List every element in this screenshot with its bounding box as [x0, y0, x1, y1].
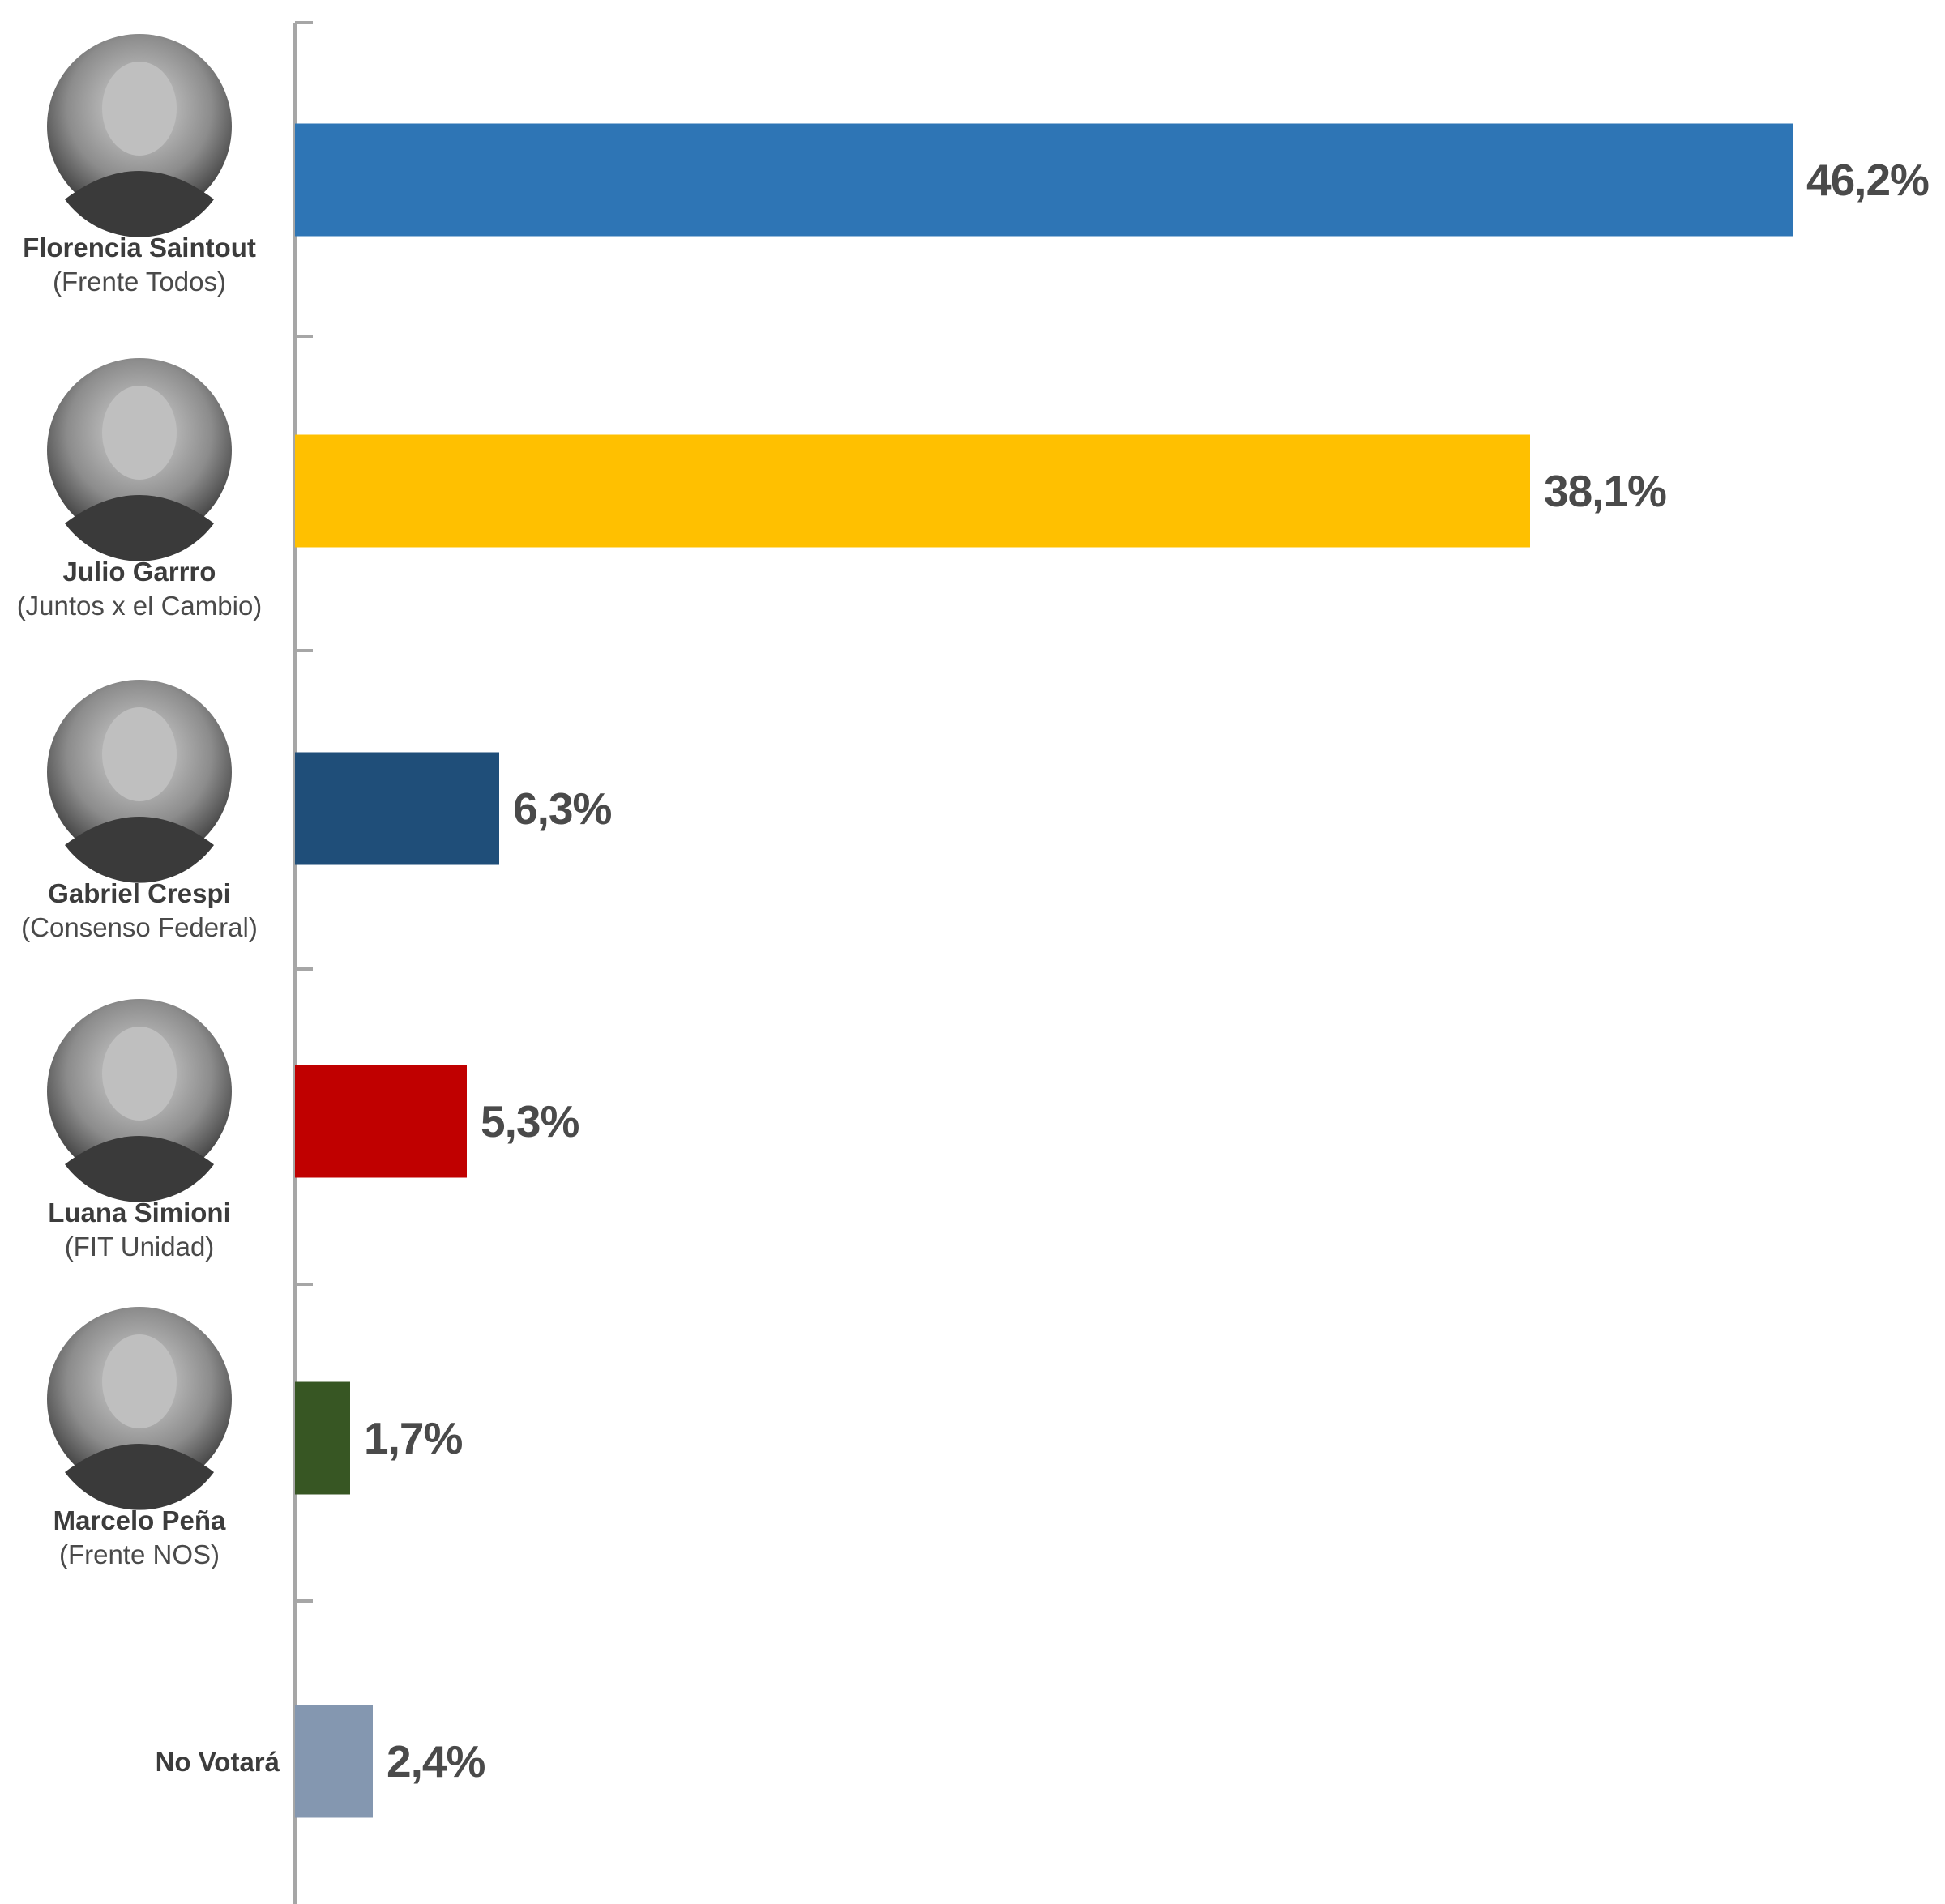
value-label: 1,7% — [364, 1413, 462, 1463]
value-label: 46,2% — [1806, 155, 1929, 205]
value-label: 38,1% — [1544, 466, 1666, 516]
candidate-name: Florencia Saintout — [23, 233, 256, 263]
value-label: 6,3% — [513, 783, 611, 834]
candidate-photo — [47, 680, 232, 883]
candidate-party: (Frente Todos) — [53, 267, 226, 297]
avatar-icon — [102, 62, 177, 156]
bar — [295, 1705, 373, 1818]
avatar-icon — [102, 386, 177, 480]
bar — [295, 123, 1793, 237]
bar — [295, 1381, 350, 1495]
candidate-party: (Frente NOS) — [59, 1539, 220, 1569]
candidate-name: Marcelo Peña — [53, 1505, 226, 1535]
candidate-name: Julio Garrro — [63, 557, 216, 587]
bars — [295, 123, 1793, 1818]
candidate-photo — [47, 34, 232, 237]
bar — [295, 1065, 467, 1178]
candidate-name: Gabriel Crespi — [48, 878, 231, 908]
candidate-party: (Consenso Federal) — [21, 912, 258, 942]
avatar-icon — [102, 1027, 177, 1121]
candidate-party: (FIT Unidad) — [65, 1232, 215, 1262]
avatar-icon — [102, 1334, 177, 1428]
value-label: 5,3% — [481, 1096, 579, 1146]
labels: 46,2% Florencia Saintout (Frente Todos) 38,… — [17, 34, 1930, 1787]
category-label: No Votará — [156, 1747, 280, 1777]
avatar-icon — [102, 707, 177, 801]
candidate-photo — [47, 999, 232, 1202]
candidate-name: Luana Simioni — [48, 1197, 231, 1227]
candidate-photo — [47, 1307, 232, 1510]
candidate-photo — [47, 358, 232, 561]
candidate-party: (Juntos x el Cambio) — [17, 591, 263, 621]
bar — [295, 434, 1530, 548]
value-label: 2,4% — [387, 1736, 485, 1787]
y-axis — [293, 21, 313, 1904]
bar — [295, 752, 499, 865]
